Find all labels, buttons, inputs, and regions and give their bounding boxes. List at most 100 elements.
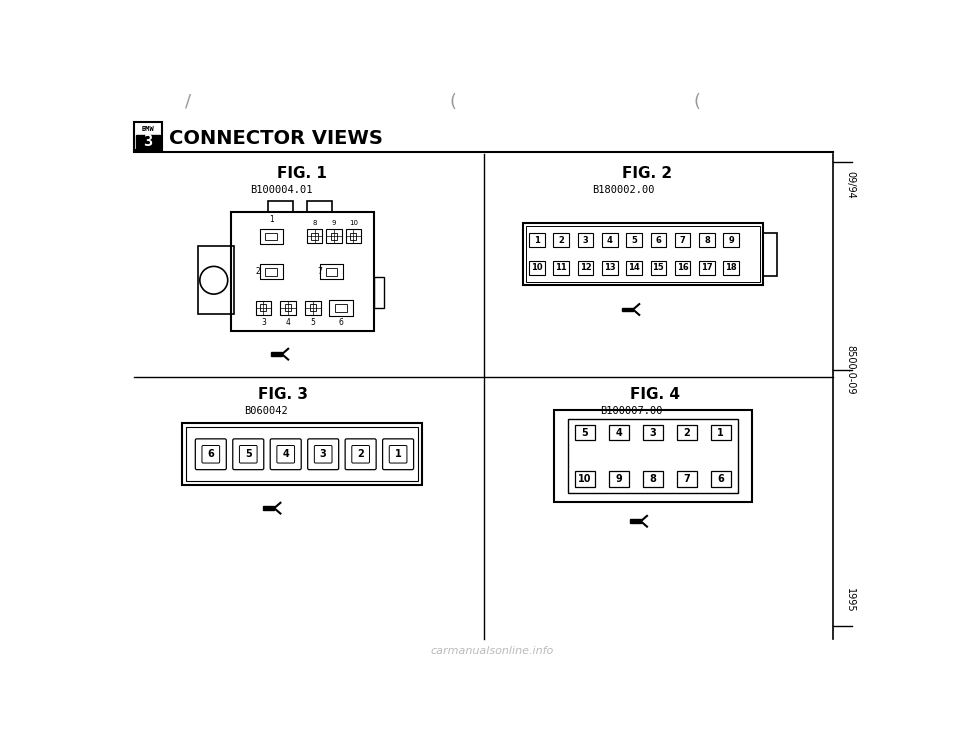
Bar — [523, 223, 763, 285]
Bar — [643, 425, 663, 440]
Text: 1: 1 — [534, 236, 540, 245]
Bar — [578, 234, 593, 247]
Bar — [280, 301, 296, 315]
Text: 13: 13 — [604, 263, 615, 272]
Bar — [311, 233, 318, 240]
Text: 6: 6 — [339, 318, 344, 327]
Text: 11: 11 — [555, 263, 567, 272]
Bar — [578, 261, 593, 275]
Text: CONNECTOR VIEWS: CONNECTOR VIEWS — [169, 129, 383, 148]
Bar — [268, 201, 293, 212]
Text: 5: 5 — [631, 236, 637, 245]
Bar — [374, 278, 383, 308]
Text: 4: 4 — [282, 449, 289, 459]
Text: B100004.01: B100004.01 — [250, 185, 312, 195]
Text: 09/94: 09/94 — [845, 171, 855, 199]
Bar — [182, 423, 422, 485]
Bar — [724, 234, 739, 247]
Text: FIG. 2: FIG. 2 — [622, 166, 672, 181]
Text: B180002.00: B180002.00 — [592, 185, 655, 195]
Text: 8500.0-09: 8500.0-09 — [845, 344, 855, 394]
Bar — [554, 261, 569, 275]
Bar — [135, 135, 160, 149]
Text: 4: 4 — [607, 236, 612, 245]
Text: 16: 16 — [677, 263, 688, 272]
Bar — [602, 261, 617, 275]
Bar — [346, 229, 361, 243]
Bar — [326, 229, 342, 243]
Text: 3: 3 — [261, 318, 266, 327]
Text: 18: 18 — [726, 263, 737, 272]
Bar — [602, 234, 617, 247]
Text: 9: 9 — [615, 474, 622, 484]
Text: 5: 5 — [310, 318, 316, 327]
Text: 6: 6 — [717, 474, 724, 484]
Text: (: ( — [694, 92, 701, 111]
Text: B060042: B060042 — [244, 406, 288, 416]
Bar — [265, 232, 276, 240]
Text: 8: 8 — [649, 474, 657, 484]
Bar — [626, 261, 642, 275]
Bar — [526, 226, 760, 282]
Text: 17: 17 — [701, 263, 712, 272]
Text: 3: 3 — [320, 449, 326, 459]
Bar — [651, 261, 666, 275]
Bar — [710, 425, 731, 440]
Bar — [307, 201, 331, 212]
Bar — [575, 425, 595, 440]
Bar — [186, 427, 419, 481]
Bar — [609, 471, 629, 487]
Text: 9: 9 — [331, 219, 336, 225]
Bar — [320, 264, 344, 280]
Bar — [285, 304, 291, 312]
Bar — [259, 264, 283, 280]
Text: 8: 8 — [704, 236, 709, 245]
Bar — [710, 471, 731, 487]
Bar — [622, 307, 633, 312]
Bar — [335, 304, 347, 312]
Bar — [529, 261, 544, 275]
Text: 2: 2 — [255, 267, 260, 276]
Text: 6: 6 — [656, 236, 661, 245]
Text: carmanualsonline.info: carmanualsonline.info — [430, 646, 554, 655]
Bar — [307, 229, 323, 243]
Bar — [630, 519, 641, 523]
Text: 7: 7 — [318, 267, 323, 276]
Text: 1: 1 — [395, 449, 401, 459]
Text: BMW: BMW — [141, 126, 155, 132]
Text: 15: 15 — [653, 263, 664, 272]
Text: 1: 1 — [717, 428, 724, 437]
Bar — [325, 268, 337, 275]
Bar — [699, 261, 714, 275]
Bar — [554, 234, 569, 247]
Bar — [134, 123, 162, 150]
Text: 7: 7 — [680, 236, 685, 245]
Bar — [199, 246, 234, 314]
Text: 2: 2 — [357, 449, 364, 459]
Bar — [724, 261, 739, 275]
Text: 10: 10 — [348, 219, 358, 225]
Bar — [260, 304, 267, 312]
Bar — [677, 425, 697, 440]
Text: 14: 14 — [628, 263, 640, 272]
Text: 8: 8 — [312, 219, 317, 225]
Bar — [568, 419, 737, 493]
Text: 5: 5 — [582, 428, 588, 437]
Bar — [230, 212, 374, 331]
Bar — [609, 425, 629, 440]
Text: 4: 4 — [286, 318, 291, 327]
Text: 1: 1 — [269, 215, 274, 224]
Bar — [265, 268, 276, 275]
Text: FIG. 3: FIG. 3 — [257, 387, 308, 402]
Text: FIG. 4: FIG. 4 — [630, 387, 680, 402]
Text: 4: 4 — [615, 428, 622, 437]
Bar — [699, 234, 714, 247]
Text: 7: 7 — [684, 474, 690, 484]
Bar — [554, 410, 752, 502]
Bar — [350, 233, 356, 240]
Text: 9: 9 — [729, 236, 734, 245]
Text: 10: 10 — [531, 263, 542, 272]
Bar — [643, 471, 663, 487]
Bar — [255, 301, 271, 315]
Bar — [675, 234, 690, 247]
